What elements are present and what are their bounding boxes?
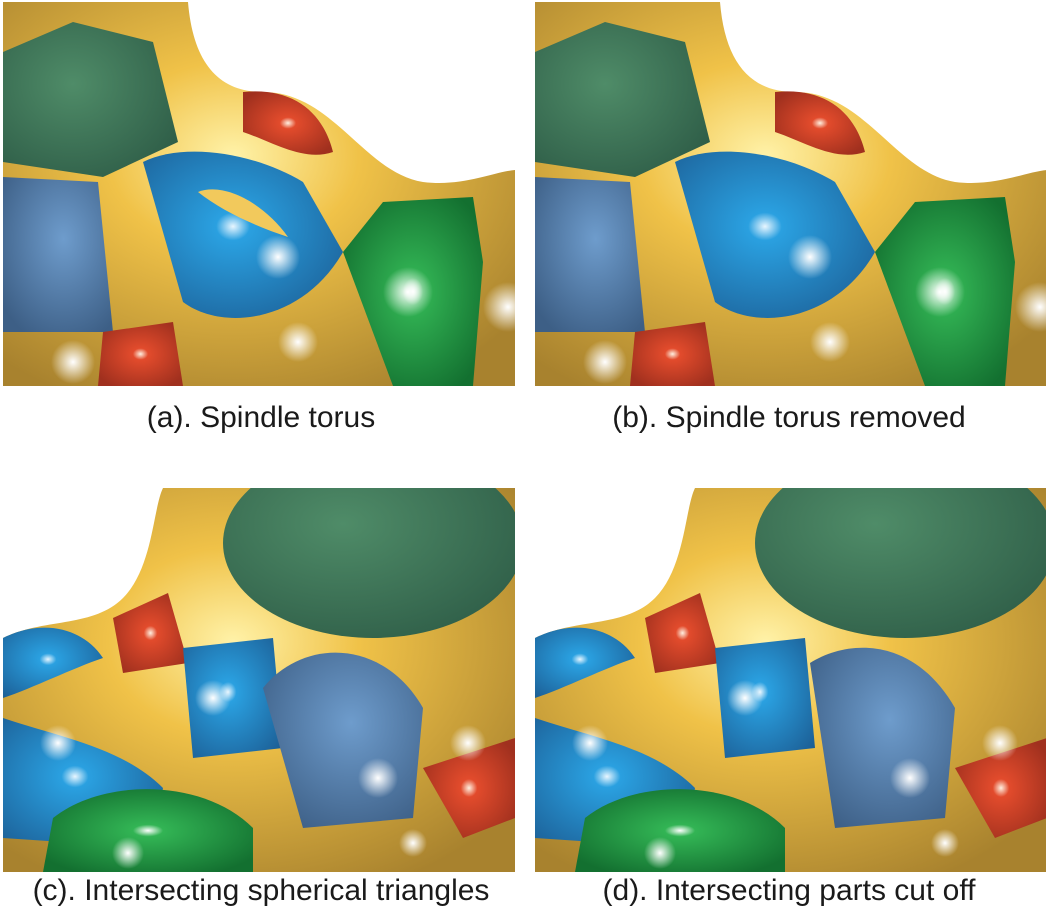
- caption-a: (a). Spindle torus: [146, 401, 376, 434]
- molecular-surface-render-c: [3, 488, 515, 872]
- caption-c: (c). Intersecting spherical triangles: [32, 874, 490, 907]
- panel-a-spindle-torus: [3, 2, 515, 386]
- molecular-surface-render-d: [535, 488, 1046, 872]
- panel-b-spindle-torus-removed: [535, 2, 1046, 386]
- molecular-surface-render-a: [3, 2, 515, 386]
- panel-d-intersecting-parts-cut-off: [535, 488, 1046, 872]
- caption-d: (d). Intersecting parts cut off: [602, 874, 976, 907]
- caption-b: (b). Spindle torus removed: [612, 401, 966, 434]
- molecular-surface-render-b: [535, 2, 1046, 386]
- panel-c-intersecting-spherical-triangles: [3, 488, 515, 872]
